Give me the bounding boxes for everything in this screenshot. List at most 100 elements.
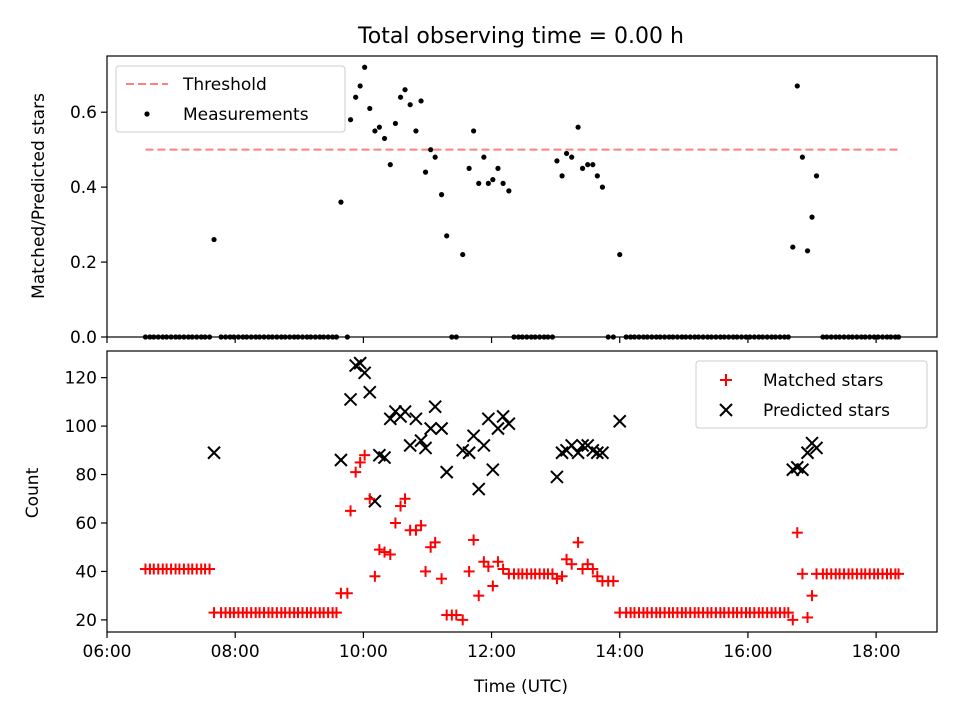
predicted-point xyxy=(571,446,585,460)
measurement-point xyxy=(563,150,570,157)
matched-point xyxy=(350,466,362,478)
bottom-xtick-label: 14:00 xyxy=(595,642,644,662)
measurement-point xyxy=(381,135,388,142)
measurement-point xyxy=(357,83,363,89)
bottom-xtick-label: 18:00 xyxy=(852,642,901,662)
matched-point xyxy=(436,573,448,585)
predicted-point xyxy=(486,462,500,477)
matched-point xyxy=(330,607,342,619)
measurement-point xyxy=(376,124,382,130)
matched-point xyxy=(591,570,603,582)
top-plot-area: 0.0 0.2 0.4 0.6 xyxy=(70,64,902,348)
predicted-point xyxy=(595,446,610,460)
predicted-point xyxy=(472,482,486,496)
measurement-point xyxy=(397,94,404,100)
predicted-point xyxy=(462,446,476,460)
measurement-point xyxy=(438,192,445,198)
matched-point xyxy=(395,500,407,512)
matched-point xyxy=(359,449,371,461)
matched-point xyxy=(468,534,480,546)
matched-point xyxy=(796,568,808,580)
measurement-point xyxy=(575,124,581,130)
measurement-point xyxy=(594,173,600,179)
top-legend-measurement-swatch xyxy=(144,111,150,117)
measurement-point xyxy=(422,169,429,175)
bottom-xtick-label: 10:00 xyxy=(339,642,388,662)
matched-point xyxy=(482,561,494,573)
matched-point xyxy=(373,544,385,556)
top-legend-threshold-label: Threshold xyxy=(182,75,267,95)
predicted-point xyxy=(496,409,510,424)
measurement-point xyxy=(428,147,434,153)
matched-point xyxy=(566,558,578,570)
matched-point xyxy=(204,563,216,575)
measurement-point xyxy=(585,162,591,168)
predicted-point xyxy=(398,404,412,419)
predicted-point xyxy=(434,421,449,436)
measurement-point xyxy=(402,87,408,93)
measurement-point xyxy=(813,173,820,179)
matched-point xyxy=(893,568,905,580)
bottom-legend: Matched stars Predicted stars xyxy=(695,360,928,429)
predicted-point xyxy=(207,446,221,460)
bottom-ytick-label: 120 xyxy=(65,369,97,389)
predicted-point xyxy=(377,450,392,465)
predicted-point xyxy=(403,438,417,453)
predicted-point xyxy=(353,356,367,370)
measurement-point xyxy=(590,162,596,168)
matched-point xyxy=(806,590,818,602)
measurement-point xyxy=(338,199,344,205)
matched-point xyxy=(457,614,469,626)
predicted-point xyxy=(477,438,491,453)
bottom-ytick-label: 80 xyxy=(75,466,97,486)
measurement-point xyxy=(799,154,806,160)
measurement-point xyxy=(392,120,399,127)
measurement-point xyxy=(362,64,368,70)
predicted-point xyxy=(368,494,382,508)
top-axes-frame xyxy=(106,55,938,338)
predicted-point xyxy=(795,462,810,477)
measurement-point xyxy=(407,102,413,108)
top-ytick-label: 0.6 xyxy=(70,103,97,123)
bottom-ytick-label: 40 xyxy=(75,562,97,582)
bottom-ytick-label: 100 xyxy=(65,417,97,437)
matched-point xyxy=(487,580,499,592)
measurement-point xyxy=(347,117,354,123)
matched-point xyxy=(551,573,563,585)
measurement-point xyxy=(569,154,575,160)
matched-point xyxy=(450,609,462,621)
measurement-point xyxy=(367,105,373,112)
measurement-point xyxy=(471,128,477,134)
matched-point xyxy=(463,565,475,577)
bottom-legend-predicted-swatch xyxy=(719,403,733,417)
measurement-point xyxy=(809,214,815,220)
matched-point xyxy=(420,565,432,577)
measurement-point xyxy=(444,233,450,239)
measurement-point xyxy=(413,128,419,134)
matched-point xyxy=(802,611,814,623)
predicted-point xyxy=(491,421,505,436)
measurement-point xyxy=(460,251,466,258)
predicted-point xyxy=(613,414,627,428)
matched-point xyxy=(473,590,485,602)
predicted-point xyxy=(363,385,377,399)
bottom-axes-frame xyxy=(106,350,938,633)
measurement-point xyxy=(485,180,491,186)
predicted-point xyxy=(575,438,590,453)
measurement-point xyxy=(559,173,565,179)
top-ytick-label: 0.0 xyxy=(70,328,97,348)
measurement-point xyxy=(353,94,359,100)
predicted-point xyxy=(800,446,815,460)
measurement-point xyxy=(432,154,438,160)
matched-point xyxy=(415,519,427,531)
measurement-point xyxy=(790,244,796,250)
bottom-ylabel: Count xyxy=(23,467,43,518)
top-ytick-label: 0.4 xyxy=(70,178,97,198)
bottom-xtick-label: 16:00 xyxy=(723,642,772,662)
predicted-point xyxy=(383,412,397,426)
matched-point xyxy=(492,556,504,568)
bottom-xtick-label: 12:00 xyxy=(467,642,516,662)
bottom-legend-predicted-label: Predicted stars xyxy=(763,401,890,421)
matched-point xyxy=(556,570,568,582)
